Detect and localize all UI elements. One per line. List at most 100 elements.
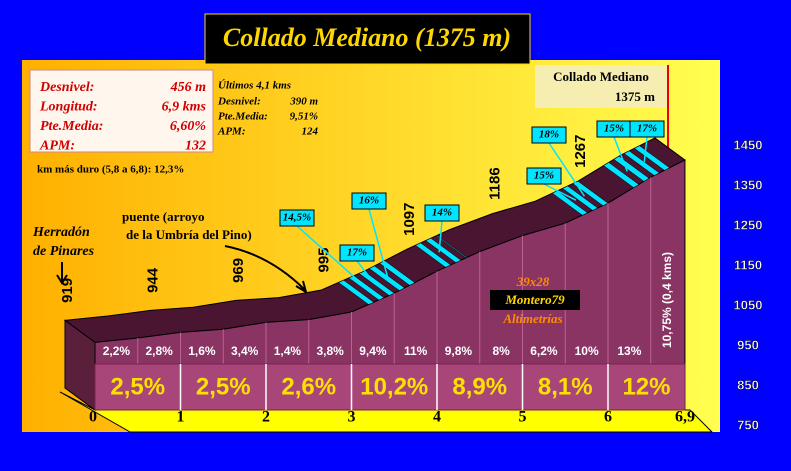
half-km-grade: 10% [575, 344, 599, 358]
grade-band [94, 363, 686, 411]
km-grade: 2,6% [281, 373, 336, 400]
km-grade: 8,1% [538, 373, 593, 400]
elevation-label: 944 [144, 267, 161, 293]
steep-stripe [425, 237, 462, 263]
x-tick-label: 5 [519, 409, 527, 426]
callout-box [339, 244, 375, 262]
info-box [29, 69, 214, 153]
half-km-grade: 3,8% [316, 344, 344, 358]
x-tick-label: 6,9 [675, 409, 695, 426]
steep-stripe [623, 150, 660, 176]
callout: 14,5% [283, 212, 311, 224]
half-km-grade: 10,75% (0,4 kms) [660, 252, 674, 348]
callout-box [279, 209, 315, 227]
x-tick-label: 6 [604, 409, 612, 426]
elevation-label: 919 [59, 278, 76, 303]
steep-stripe [603, 162, 640, 188]
info-label: Pte.Media: [40, 119, 103, 134]
title-box [204, 13, 531, 65]
callout: 18% [539, 129, 559, 141]
last-label: APM: [217, 126, 246, 138]
info-value: 6,9 kms [162, 100, 207, 115]
steep-stripe [613, 155, 650, 182]
x-tick-label: 3 [348, 409, 356, 426]
half-km-grade: 1,6% [188, 344, 216, 358]
info-value: 6,60% [170, 119, 206, 134]
info-value: 456 m [170, 80, 207, 95]
summit-height: 1375 m [615, 89, 655, 104]
callout: 17% [347, 247, 367, 259]
callout: 14% [432, 207, 452, 219]
elevation-label: 1097 [401, 203, 418, 236]
x-tick-label: 2 [262, 409, 270, 426]
steep-stripe [338, 279, 375, 305]
half-km-grade: 2,2% [103, 344, 131, 358]
callout-line [548, 142, 586, 197]
half-km-grade: 8% [492, 344, 510, 358]
last-label: Desnivel: [217, 96, 261, 108]
last-value: 124 [302, 126, 319, 138]
bridge-label: de la Umbría del Pino) [126, 227, 252, 242]
credit: Montero79 [504, 292, 565, 307]
steep-stripe [379, 260, 416, 286]
half-km-grade: 3,4% [231, 344, 259, 358]
km-grade: 2,5% [110, 373, 165, 400]
half-km-grade: 1,4% [274, 344, 302, 358]
callout-line [438, 220, 443, 253]
info-label: APM: [39, 139, 75, 154]
callout-box [526, 167, 562, 185]
last-label: Pte.Media: [218, 111, 268, 123]
km-grade: 10,2% [360, 373, 428, 400]
callout-box [351, 192, 387, 210]
y-tick-label: 1050 [734, 297, 763, 312]
bridge-label: puente (arroyo [122, 209, 204, 224]
summit-box [535, 65, 667, 108]
half-km-grade: 9,8% [445, 344, 473, 358]
y-tick-label: 750 [737, 417, 759, 432]
x-tick-label: 4 [433, 409, 441, 426]
hardest-km: km más duro (5,8 a 6,8): 12,3% [37, 164, 184, 176]
callout: 16% [359, 195, 379, 207]
callout: 17% [637, 123, 657, 135]
callout-box [424, 204, 460, 222]
y-tick-label: 950 [737, 337, 759, 352]
half-km-grade: 2,8% [145, 344, 173, 358]
x-tick-label: 1 [177, 409, 185, 426]
callout-line [356, 260, 376, 285]
start-arrow [56, 262, 68, 285]
half-km-grade: 6,2% [530, 344, 558, 358]
elevation-label: 969 [230, 258, 247, 283]
half-km-grade: 9,4% [359, 344, 387, 358]
steep-stripe [562, 185, 599, 211]
elevation-label: 1267 [572, 135, 589, 168]
callout: 15% [534, 170, 554, 182]
half-km-grade: 13% [617, 344, 641, 358]
y-tick-label: 1450 [734, 137, 763, 152]
last-title: Últimos 4,1 kms [218, 80, 291, 92]
callout-line [368, 208, 389, 278]
info-value: 132 [185, 139, 206, 154]
start-label: de Pinares [33, 244, 95, 259]
info-label: Longitud: [39, 100, 98, 115]
callout-line [613, 136, 628, 172]
y-tick-label: 850 [737, 377, 759, 392]
steep-stripe [572, 180, 609, 206]
callout-box [531, 126, 567, 144]
callout: 15% [604, 123, 624, 135]
chart-title: Collado Mediano (1375 m) [223, 23, 511, 52]
info-label: Desnivel: [39, 80, 94, 95]
km-grade: 12% [622, 373, 670, 400]
credit-box [490, 290, 580, 310]
half-km-grade: 11% [404, 344, 428, 358]
bridge-arrow [224, 245, 308, 295]
y-tick-label: 1350 [734, 177, 763, 192]
start-label: Herradón [32, 225, 90, 240]
km-grade: 8,9% [452, 373, 507, 400]
callout-line [296, 225, 367, 289]
x-tick-label: 0 [89, 409, 97, 426]
y-tick-label: 1150 [734, 257, 762, 272]
last-value: 390 m [289, 96, 318, 108]
km-grade: 2,5% [196, 373, 251, 400]
steep-stripe [368, 265, 405, 291]
